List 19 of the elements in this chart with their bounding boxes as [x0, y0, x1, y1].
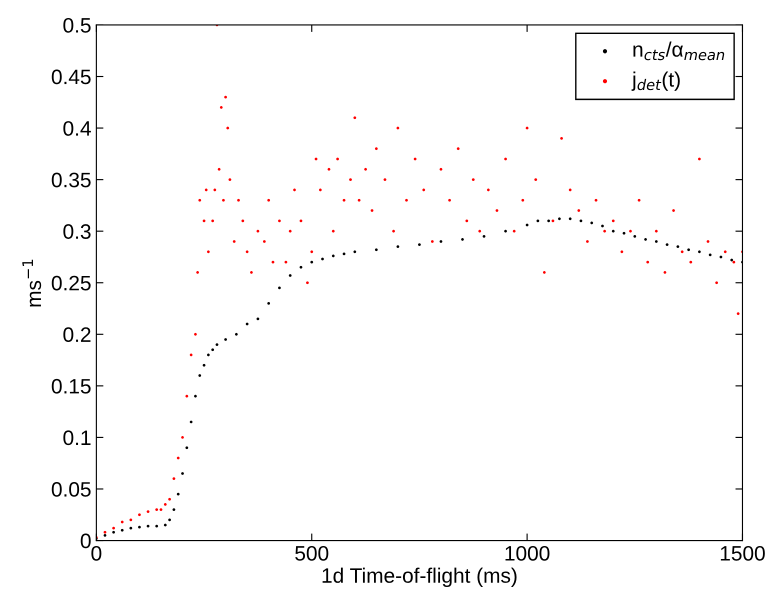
- y-tick-label: 0.25: [52, 276, 91, 290]
- y-tick-label: 0: [80, 534, 91, 548]
- y-tick-label: 0.05: [52, 482, 91, 497]
- x-tick-label: 0: [91, 546, 102, 561]
- legend-label: j$_{det}$(t): [632, 71, 680, 91]
- y-tick-label: 0.35: [52, 172, 91, 188]
- y-tick-label: 0.4: [63, 121, 91, 136]
- y-tick-label: 0.1: [63, 430, 90, 446]
- y-tick-label: 0.5: [63, 18, 91, 33]
- x-axis-title: 1d Time-of-flight (ms): [322, 568, 517, 588]
- y-tick-label: 0.2: [63, 327, 90, 342]
- legend-label: n$_{cts}$/α$_{mean}$: [633, 42, 724, 60]
- y-tick-label: 0.45: [52, 70, 91, 84]
- y-tick-label: 0.3: [63, 224, 91, 239]
- x-tick-label: 1500: [720, 546, 765, 561]
- x-tick-label: 500: [295, 546, 328, 561]
- y-tick-label: 0.15: [52, 378, 91, 394]
- x-tick-label: 1000: [506, 546, 550, 561]
- y-axis-title: ms$^{−1}$: [22, 260, 42, 306]
